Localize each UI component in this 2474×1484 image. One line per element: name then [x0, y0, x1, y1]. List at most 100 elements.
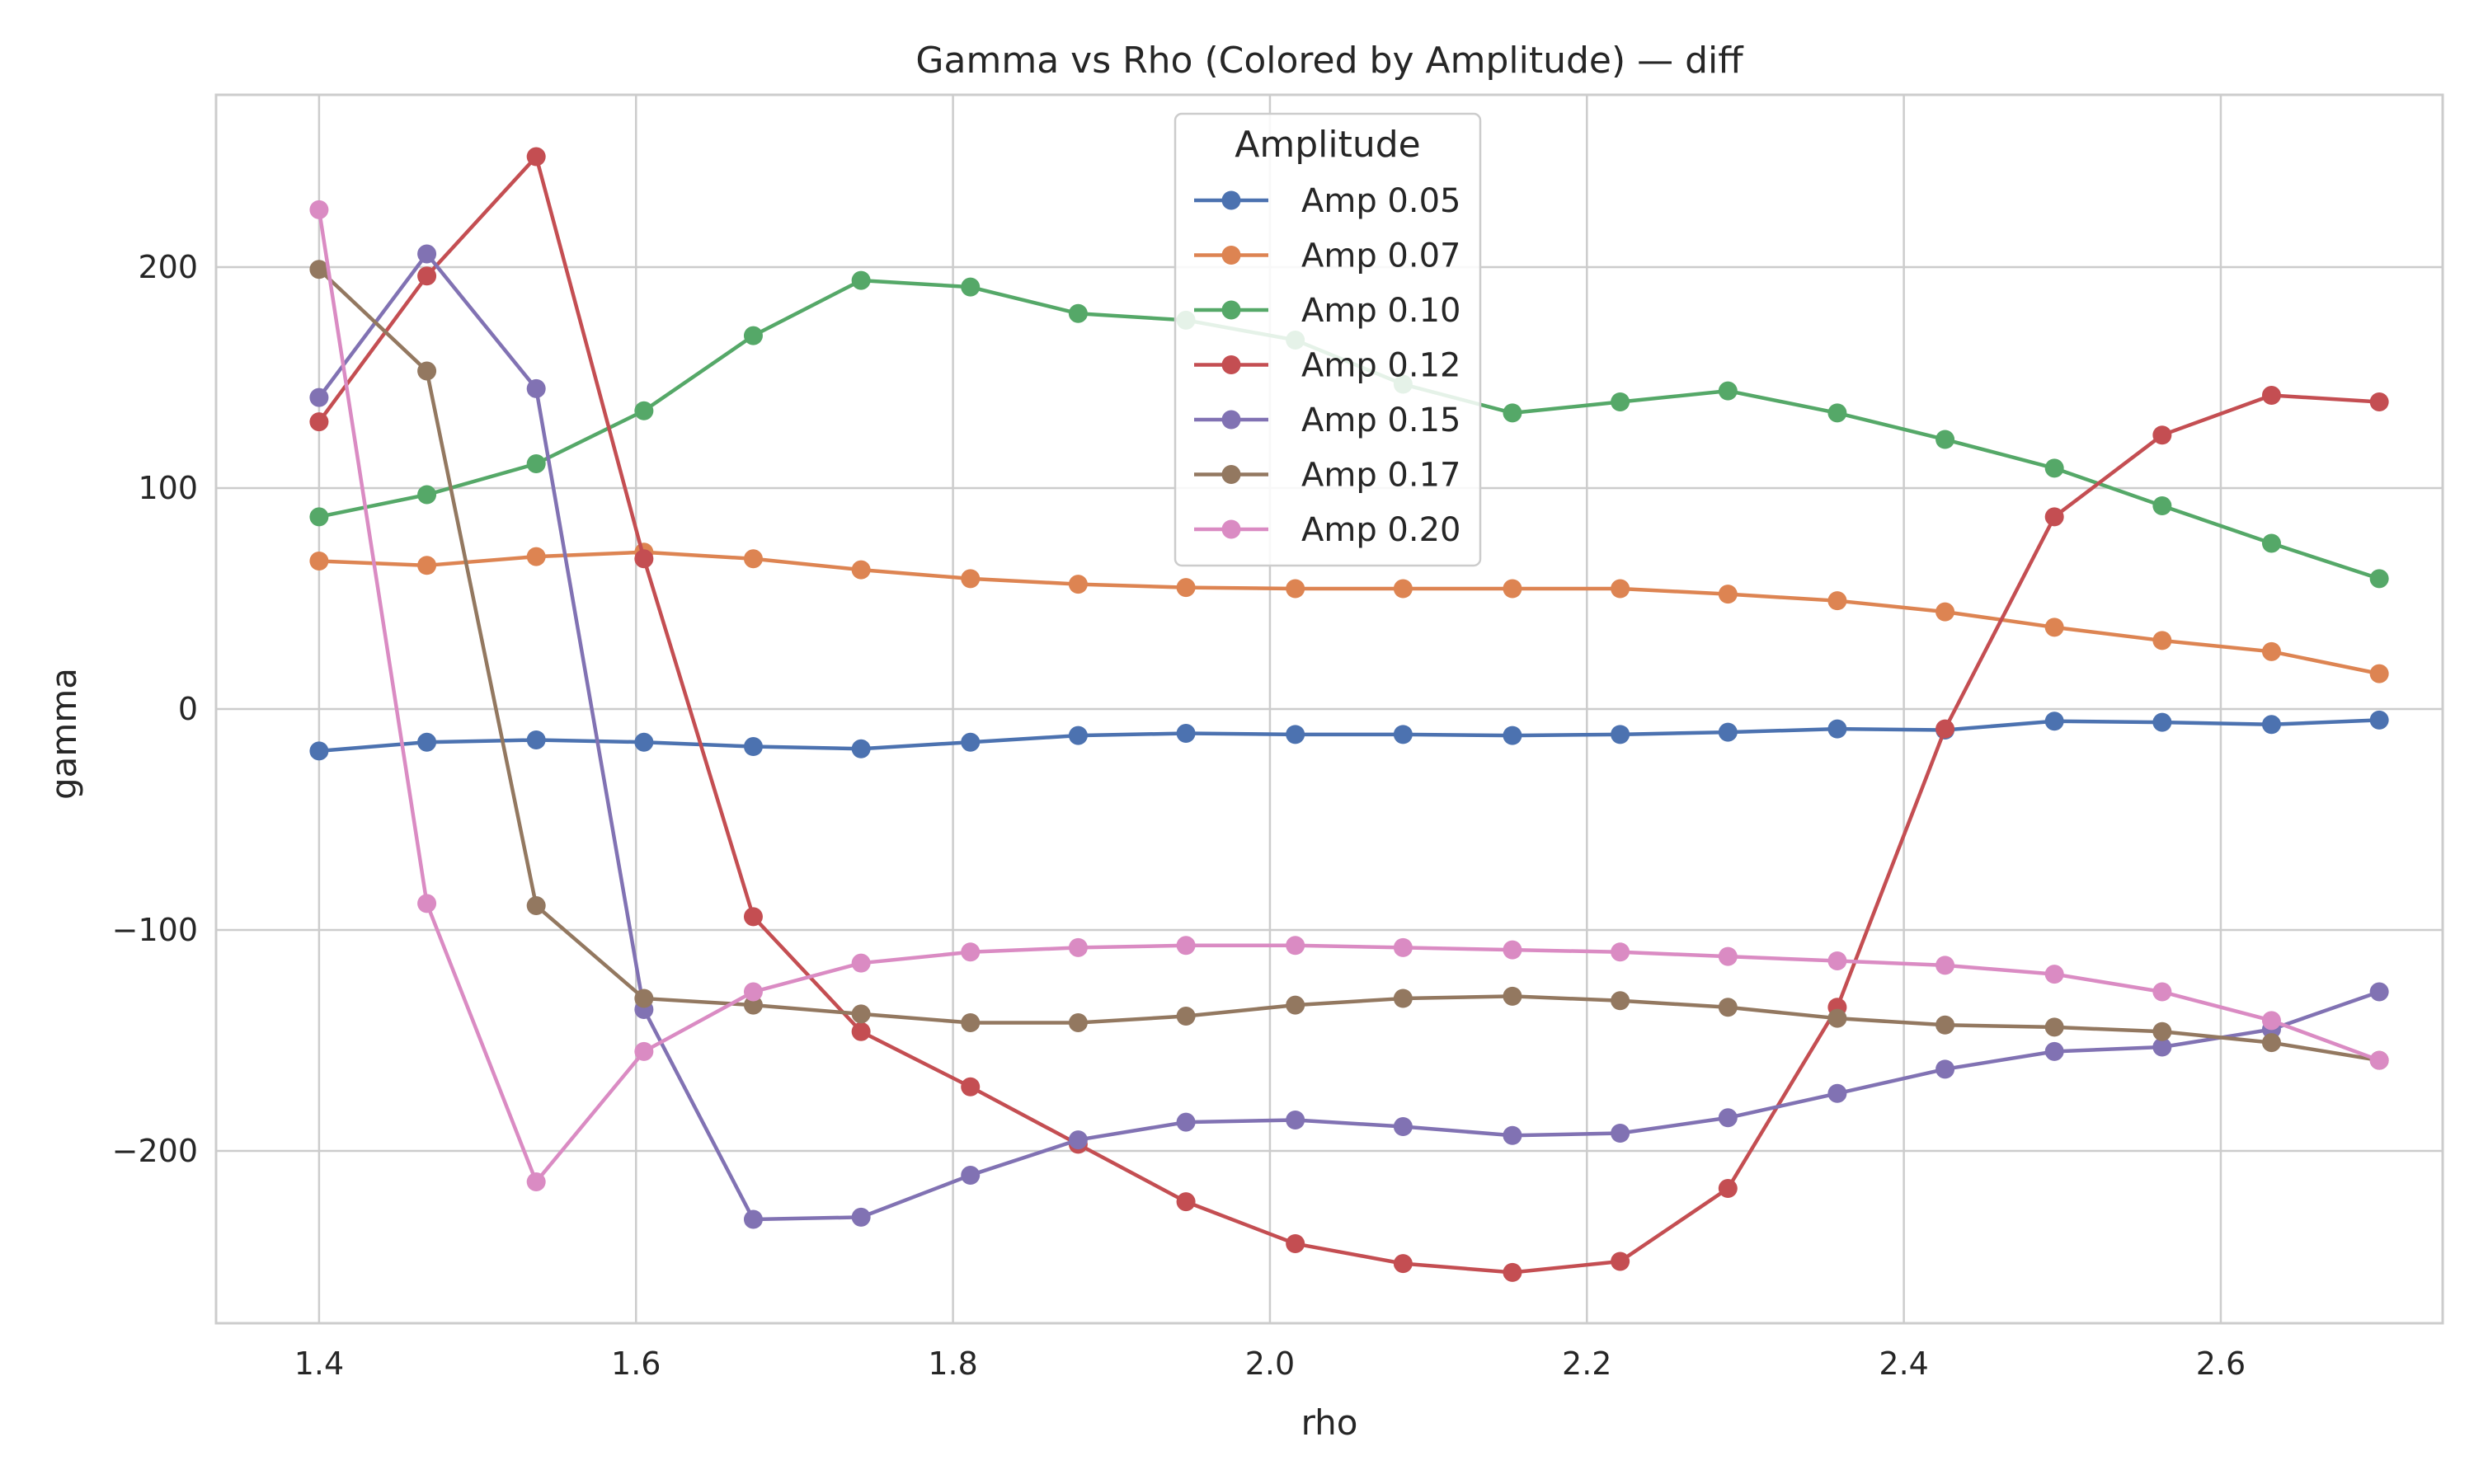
legend-label: Amp 0.20: [1301, 511, 1461, 549]
legend-label: Amp 0.17: [1301, 457, 1461, 495]
data-point: [309, 387, 329, 407]
data-point: [2369, 569, 2389, 589]
legend-title: Amplitude: [1235, 124, 1420, 166]
series-line: [317, 154, 2380, 1275]
data-point: [1393, 937, 1413, 957]
data-point: [1827, 403, 1847, 423]
data-point: [1286, 995, 1305, 1015]
series-line: [317, 209, 2380, 1184]
data-point: [526, 730, 546, 750]
data-point: [2152, 982, 2172, 1002]
legend-item: Amp 0.05: [1194, 182, 1461, 220]
data-point: [1827, 951, 1847, 971]
data-point: [2369, 392, 2389, 411]
y-tick-label: 0: [178, 691, 198, 727]
data-point: [1611, 942, 1630, 962]
legend-item: Amp 0.10: [1194, 292, 1461, 330]
data-point: [1286, 725, 1305, 744]
data-point: [2369, 710, 2389, 730]
data-point: [1176, 1007, 1196, 1026]
data-point: [1827, 591, 1847, 611]
data-point: [634, 401, 654, 420]
data-point: [743, 995, 763, 1015]
data-point: [1718, 585, 1738, 604]
data-point: [1068, 1130, 1088, 1150]
data-point: [961, 1077, 981, 1097]
data-point: [1176, 936, 1196, 956]
legend-label: Amp 0.10: [1301, 292, 1461, 330]
data-point: [2369, 982, 2389, 1002]
data-point: [743, 1209, 763, 1229]
data-point: [1718, 1179, 1738, 1199]
legend-item: Amp 0.20: [1194, 511, 1461, 549]
data-point: [851, 560, 871, 580]
data-point: [961, 1013, 981, 1033]
data-point: [309, 741, 329, 761]
x-tick-label: 2.0: [1245, 1345, 1295, 1382]
data-point: [2044, 507, 2064, 527]
data-point: [2044, 618, 2064, 637]
x-axis-label: rho: [1301, 1402, 1358, 1443]
y-tick-labels: −200 −100 0 100 200: [112, 249, 198, 1169]
data-point: [851, 270, 871, 290]
series-amp-0-20: [309, 200, 2389, 1191]
legend-item: Amp 0.17: [1194, 457, 1461, 495]
series-amp-0-15: [309, 244, 2389, 1229]
data-point: [1286, 1110, 1305, 1129]
data-point: [1176, 578, 1196, 598]
data-point: [961, 569, 981, 589]
data-point: [1503, 403, 1522, 423]
data-point: [417, 266, 437, 286]
data-point: [1827, 1008, 1847, 1028]
x-tick-label: 2.2: [1562, 1345, 1611, 1382]
data-point: [417, 732, 437, 752]
data-point: [634, 1041, 654, 1061]
y-tick-label: −200: [112, 1133, 198, 1169]
data-point: [1176, 723, 1196, 743]
y-axis-label: gamma: [44, 668, 84, 800]
x-tick-label: 1.8: [928, 1345, 977, 1382]
plot-frame: [214, 93, 2444, 1325]
data-point: [1393, 579, 1413, 599]
data-point: [1718, 381, 1738, 401]
data-point: [2044, 965, 2064, 984]
legend-marker: [1221, 465, 1241, 484]
data-point: [526, 1172, 546, 1191]
data-point: [851, 1004, 871, 1024]
data-point: [1068, 726, 1088, 745]
data-point: [1503, 986, 1522, 1006]
legend: Amplitude Amp 0.05 Amp 0.07 Amp 0.10 Amp 0.…: [1174, 112, 1482, 567]
data-point: [743, 549, 763, 569]
data-point: [1176, 1192, 1196, 1212]
data-point: [526, 378, 546, 398]
data-point: [309, 507, 329, 527]
data-point: [526, 547, 546, 566]
data-point: [1393, 1116, 1413, 1136]
data-point: [851, 739, 871, 758]
data-point: [1935, 956, 1955, 975]
legend-marker: [1221, 519, 1241, 539]
data-point: [1393, 1254, 1413, 1274]
series-amp-0-07: [309, 542, 2389, 683]
data-point: [634, 549, 654, 569]
data-point: [743, 326, 763, 345]
data-point: [2261, 715, 2281, 735]
data-point: [1286, 579, 1305, 599]
data-point: [1503, 1125, 1522, 1145]
data-point: [2152, 1021, 2172, 1041]
legend-marker: [1221, 190, 1241, 210]
data-point: [1393, 989, 1413, 1008]
series-amp-0-17: [309, 260, 2389, 1070]
legend-items: Amp 0.05 Amp 0.07 Amp 0.10 Amp 0.12 Amp 0.15…: [1194, 182, 1461, 549]
data-point: [1718, 998, 1738, 1017]
data-point: [309, 551, 329, 571]
data-point: [417, 894, 437, 913]
data-point: [851, 953, 871, 973]
legend-item: Amp 0.07: [1194, 237, 1461, 275]
data-point: [961, 942, 981, 962]
data-point: [743, 982, 763, 1002]
data-point: [1611, 579, 1630, 599]
legend-item: Amp 0.15: [1194, 402, 1461, 439]
y-tick-label: 100: [138, 470, 198, 506]
data-point: [309, 260, 329, 279]
